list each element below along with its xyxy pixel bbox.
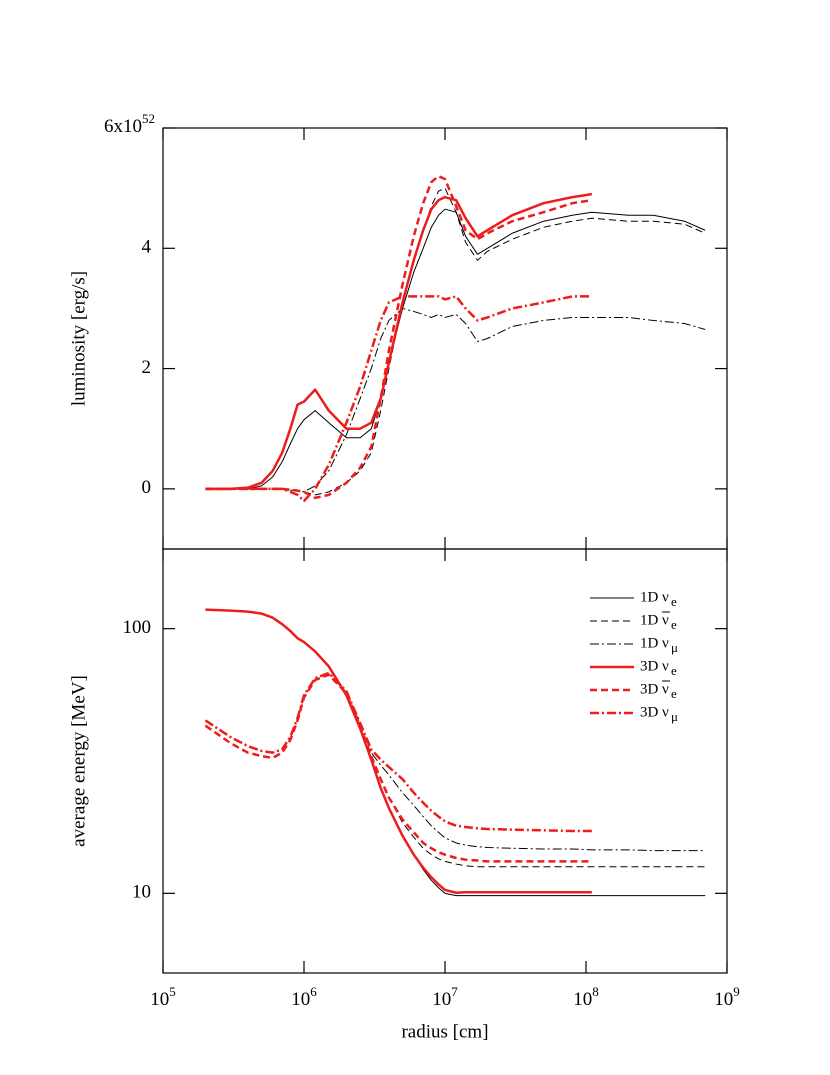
- x-tick-label: 108: [573, 984, 599, 1010]
- series-line: [204, 671, 592, 833]
- x-tick-base: 10: [432, 989, 451, 1010]
- y-tick-label: 100: [123, 617, 152, 638]
- series-line: [205, 208, 706, 490]
- y-tick-label: 10: [132, 882, 151, 903]
- x-tick-base: 10: [150, 989, 169, 1010]
- legend-particle: ν: [662, 658, 669, 674]
- series-line: [205, 609, 706, 897]
- y-tick-label: 6x1052: [104, 111, 155, 137]
- y-tick-label: 4: [142, 237, 152, 258]
- series-line: [205, 674, 706, 868]
- y-tick-exponent: 52: [142, 111, 155, 126]
- x-axis-label: radius [cm]: [401, 1021, 488, 1042]
- y-axis-label: average energy [MeV]: [68, 675, 89, 847]
- x-tick-label: 107: [432, 984, 458, 1010]
- legend-flavor: e: [671, 594, 677, 609]
- series-line: [205, 174, 593, 500]
- series-line: [205, 672, 706, 852]
- x-tick-label: 106: [291, 984, 317, 1010]
- legend-flavor: e: [671, 663, 677, 678]
- legend-particle: ν: [662, 612, 669, 628]
- legend-flavor: e: [671, 686, 677, 701]
- plot-frame: [162, 127, 728, 550]
- legend-particle: ν: [662, 681, 669, 697]
- x-tick-exponent: 8: [592, 984, 599, 999]
- x-tick-exponent: 6: [310, 984, 317, 999]
- y-tick-label: 2: [142, 357, 152, 378]
- legend-flavor: μ: [671, 709, 678, 724]
- legend-name: 1D: [640, 635, 659, 651]
- x-tick-label: 109: [714, 984, 740, 1010]
- series-line: [205, 608, 592, 895]
- x-tick-base: 10: [714, 989, 733, 1010]
- series-line: [205, 192, 593, 491]
- legend-particle: ν: [662, 704, 669, 720]
- legend-particle: ν: [662, 635, 669, 651]
- legend-name: 3D: [640, 658, 659, 674]
- legend-flavor: e: [671, 617, 677, 632]
- x-tick-base: 10: [291, 989, 310, 1010]
- x-tick-label: 105: [150, 984, 176, 1010]
- y-tick-label: 0: [142, 477, 152, 498]
- legend-particle: ν: [662, 589, 669, 605]
- y-tick-base: 6x10: [104, 116, 142, 137]
- legend-name: 1D: [640, 612, 659, 628]
- y-axis-label: luminosity [erg/s]: [68, 271, 89, 406]
- x-tick-exponent: 5: [169, 984, 176, 999]
- series-line: [205, 187, 706, 496]
- series-line: [205, 295, 592, 503]
- x-tick-exponent: 7: [451, 984, 458, 999]
- x-tick-base: 10: [573, 989, 592, 1010]
- legend-name: 3D: [640, 681, 659, 697]
- legend-name: 1D: [640, 589, 659, 605]
- legend-name: 3D: [640, 704, 659, 720]
- legend-flavor: μ: [671, 640, 678, 655]
- series-line: [204, 673, 592, 863]
- x-tick-exponent: 9: [733, 984, 740, 999]
